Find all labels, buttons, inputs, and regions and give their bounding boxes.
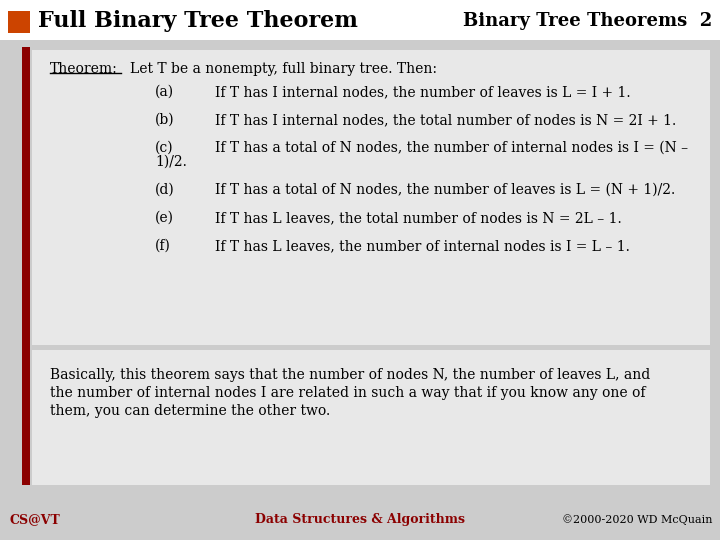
Text: (d): (d) [155,183,175,197]
FancyBboxPatch shape [32,350,710,485]
FancyBboxPatch shape [8,11,30,33]
Text: ©2000-2020 WD McQuain: ©2000-2020 WD McQuain [562,515,712,525]
Text: Full Binary Tree Theorem: Full Binary Tree Theorem [38,10,358,32]
Text: Theorem:: Theorem: [50,62,118,76]
Text: If T has a total of N nodes, the number of internal nodes is I = (N –: If T has a total of N nodes, the number … [215,141,688,155]
Text: them, you can determine the other two.: them, you can determine the other two. [50,404,330,418]
Text: the number of internal nodes I are related in such a way that if you know any on: the number of internal nodes I are relat… [50,386,646,400]
Text: (e): (e) [155,211,174,225]
Text: (b): (b) [155,113,175,127]
Text: (f): (f) [155,239,171,253]
Text: Data Structures & Algorithms: Data Structures & Algorithms [255,514,465,526]
FancyBboxPatch shape [22,47,30,485]
Text: (a): (a) [155,85,174,99]
Text: (c): (c) [155,141,174,155]
Text: If T has I internal nodes, the total number of nodes is N = 2I + 1.: If T has I internal nodes, the total num… [215,113,676,127]
Text: If T has L leaves, the number of internal nodes is I = L – 1.: If T has L leaves, the number of interna… [215,239,630,253]
Text: If T has I internal nodes, the number of leaves is L = I + 1.: If T has I internal nodes, the number of… [215,85,631,99]
Text: If T has L leaves, the total number of nodes is N = 2L – 1.: If T has L leaves, the total number of n… [215,211,622,225]
Text: Binary Tree Theorems  2: Binary Tree Theorems 2 [463,12,712,30]
Text: CS@VT: CS@VT [10,514,60,526]
FancyBboxPatch shape [0,0,720,40]
FancyBboxPatch shape [32,50,710,345]
Text: Let T be a nonempty, full binary tree. Then:: Let T be a nonempty, full binary tree. T… [130,62,437,76]
Text: 1)/2.: 1)/2. [155,155,187,169]
Text: If T has a total of N nodes, the number of leaves is L = (N + 1)/2.: If T has a total of N nodes, the number … [215,183,675,197]
Text: Basically, this theorem says that the number of nodes N, the number of leaves L,: Basically, this theorem says that the nu… [50,368,650,382]
